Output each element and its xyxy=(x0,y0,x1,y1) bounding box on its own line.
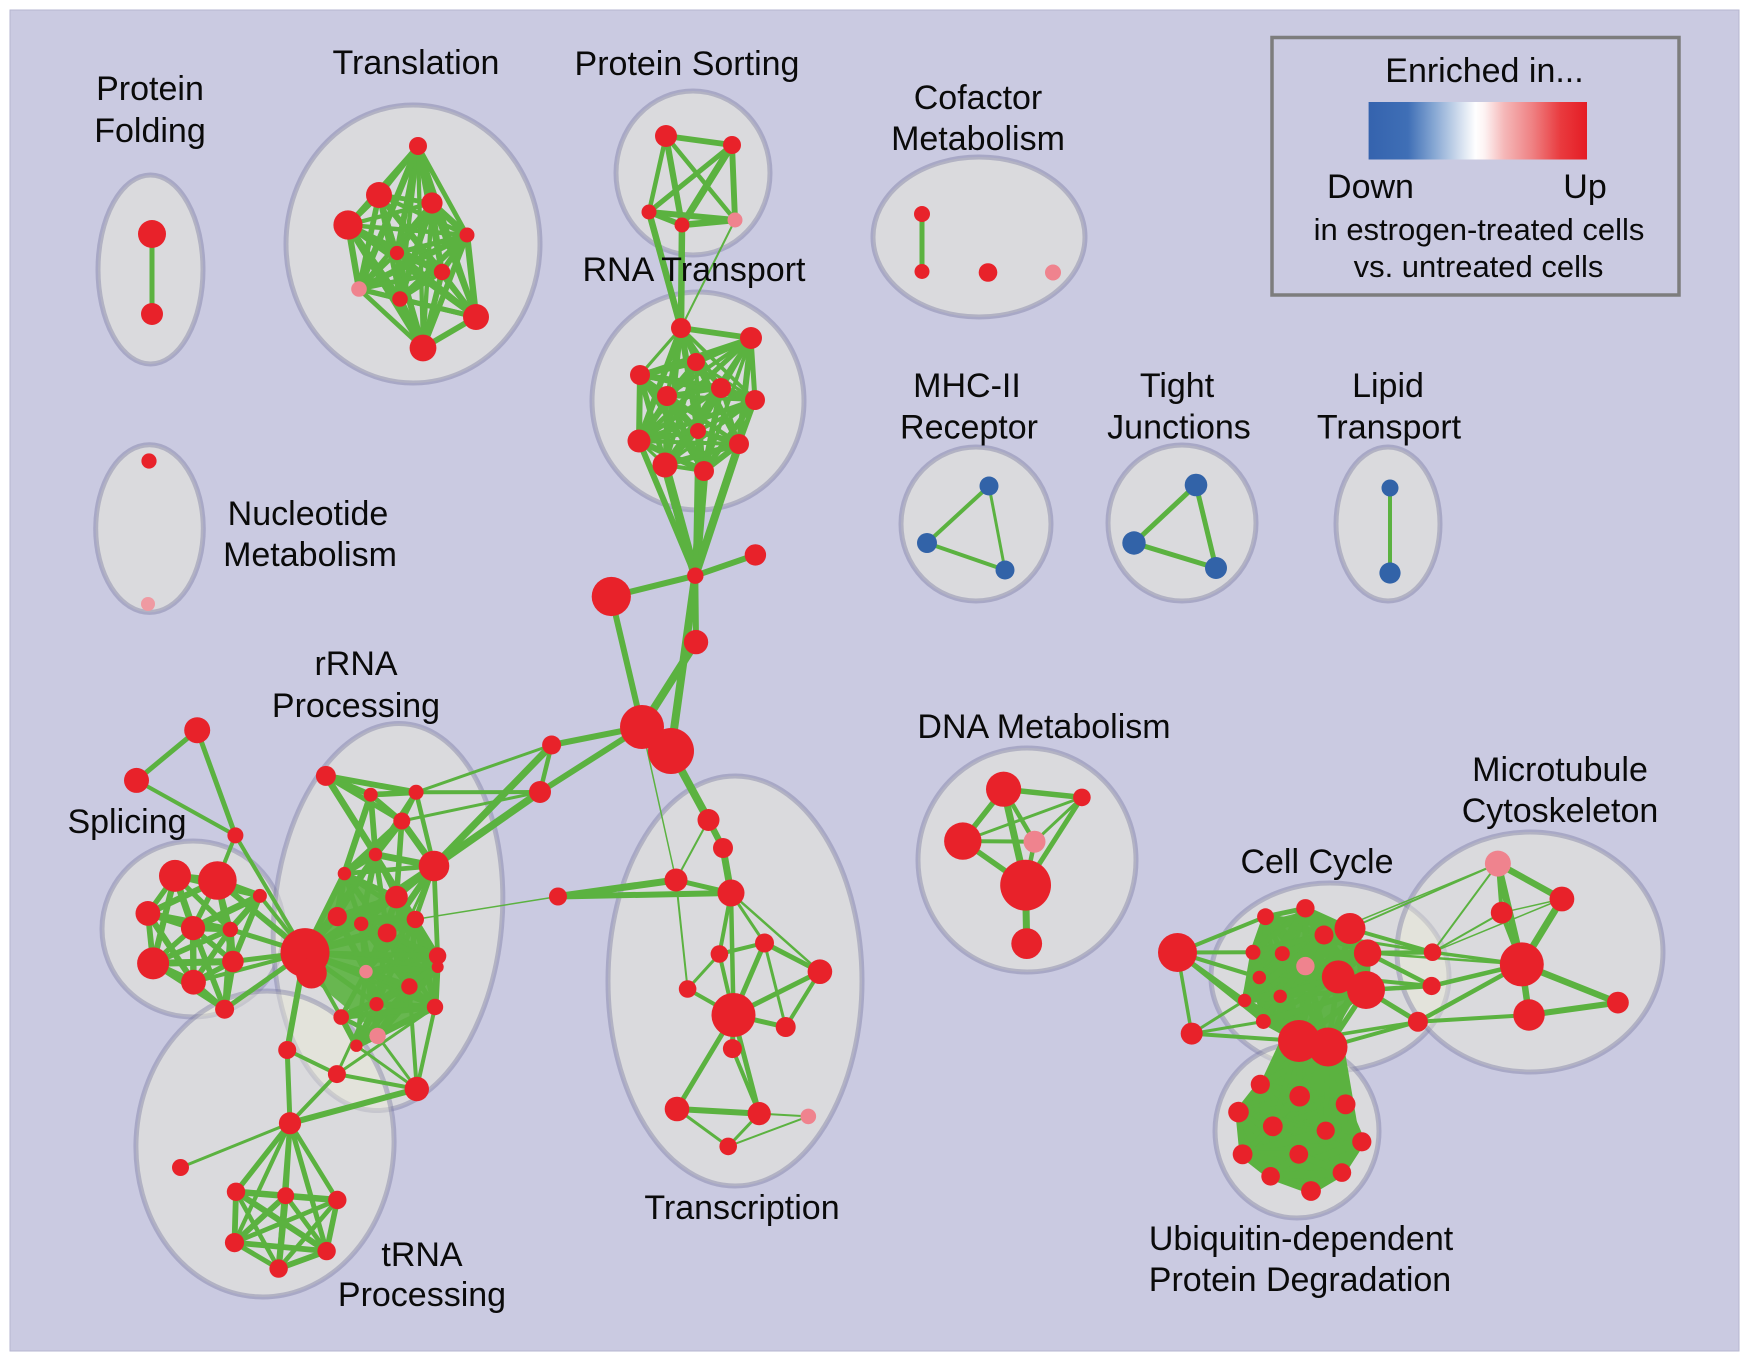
svg-text:Ubiquitin-dependent: Ubiquitin-dependent xyxy=(1149,1220,1454,1258)
svg-text:Translation: Translation xyxy=(333,44,500,82)
svg-text:Nucleotide: Nucleotide xyxy=(228,495,389,533)
svg-text:Enriched in...: Enriched in... xyxy=(1385,52,1583,90)
svg-text:Splicing: Splicing xyxy=(67,803,186,841)
svg-text:Processing: Processing xyxy=(272,687,440,725)
svg-text:Transcription: Transcription xyxy=(644,1189,839,1227)
svg-text:Down: Down xyxy=(1327,168,1414,206)
svg-text:Metabolism: Metabolism xyxy=(891,120,1065,158)
svg-text:vs. untreated cells: vs. untreated cells xyxy=(1354,249,1604,284)
svg-text:RNA Transport: RNA Transport xyxy=(583,251,807,289)
svg-text:Protein Degradation: Protein Degradation xyxy=(1149,1261,1451,1299)
svg-text:Cell Cycle: Cell Cycle xyxy=(1240,843,1393,881)
svg-text:Transport: Transport xyxy=(1317,409,1462,447)
svg-text:Receptor: Receptor xyxy=(900,409,1038,447)
svg-text:Lipid: Lipid xyxy=(1352,367,1424,405)
svg-text:Protein Sorting: Protein Sorting xyxy=(575,45,800,83)
svg-text:Cofactor: Cofactor xyxy=(914,79,1043,117)
svg-text:tRNA: tRNA xyxy=(381,1236,463,1274)
svg-text:Tight: Tight xyxy=(1140,367,1215,405)
svg-text:Protein: Protein xyxy=(96,70,204,108)
svg-text:DNA Metabolism: DNA Metabolism xyxy=(917,708,1170,746)
svg-text:Folding: Folding xyxy=(94,112,206,150)
svg-text:Up: Up xyxy=(1563,168,1606,206)
svg-text:in estrogen-treated cells: in estrogen-treated cells xyxy=(1314,212,1645,247)
svg-text:Processing: Processing xyxy=(338,1276,506,1314)
svg-text:rRNA: rRNA xyxy=(314,645,397,683)
svg-text:MHC-II: MHC-II xyxy=(913,367,1021,405)
svg-text:Microtubule: Microtubule xyxy=(1472,751,1648,789)
svg-text:Cytoskeleton: Cytoskeleton xyxy=(1462,792,1659,830)
svg-text:Junctions: Junctions xyxy=(1107,409,1251,447)
svg-text:Metabolism: Metabolism xyxy=(223,536,397,574)
